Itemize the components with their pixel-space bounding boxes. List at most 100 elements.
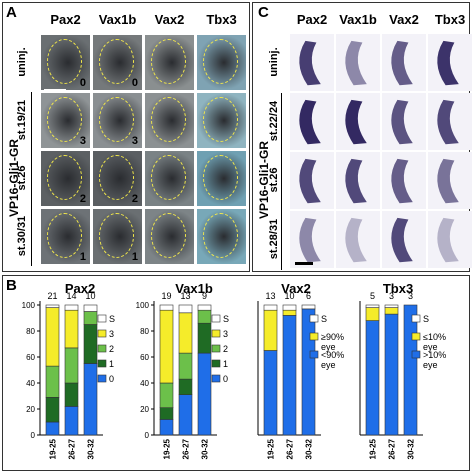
legend-label: S bbox=[423, 314, 429, 324]
stain-signal bbox=[299, 99, 321, 145]
stain-signal bbox=[437, 99, 459, 145]
in-situ-section-image bbox=[428, 34, 472, 91]
sample-count-label: 13 bbox=[265, 291, 275, 301]
y-tick-label: 60 bbox=[26, 353, 35, 362]
panel-a-column-header: Pax2 bbox=[50, 12, 81, 27]
bar-segment bbox=[263, 350, 278, 436]
legend-swatch bbox=[211, 374, 221, 383]
embryo-eye-image: 2 bbox=[92, 150, 143, 207]
eye-outline bbox=[202, 213, 239, 259]
in-situ-section-image bbox=[290, 34, 334, 91]
stained-retina-section bbox=[345, 217, 367, 263]
bar-segment bbox=[159, 382, 174, 409]
bar-segment bbox=[301, 308, 316, 436]
stained-retina-section bbox=[391, 40, 413, 86]
stain-signal bbox=[437, 217, 459, 263]
chart-title: Vax1b bbox=[175, 281, 213, 296]
panel-b-frame bbox=[2, 275, 470, 471]
phenotype-score: 3 bbox=[79, 135, 86, 147]
in-situ-section-image bbox=[290, 211, 334, 268]
y-tick-label: 100 bbox=[22, 301, 36, 310]
chart-title: Pax2 bbox=[65, 281, 95, 296]
legend-swatch bbox=[97, 344, 107, 353]
eye-outline bbox=[150, 155, 187, 201]
in-situ-section-image bbox=[290, 93, 334, 150]
legend-label: >10% bbox=[423, 350, 446, 360]
embryo-eye-image bbox=[196, 208, 247, 265]
phenotype-score: 1 bbox=[79, 251, 86, 263]
x-tick-label: 26-27 bbox=[68, 438, 77, 459]
bar-segment bbox=[178, 304, 193, 314]
phenotype-score: 0 bbox=[79, 77, 86, 89]
bar-segment bbox=[282, 309, 297, 316]
sample-count-label: 5 bbox=[370, 291, 375, 301]
bar-segment bbox=[178, 394, 193, 436]
sample-count-label: 21 bbox=[47, 291, 57, 301]
embryo-eye-image: 1 bbox=[92, 208, 143, 265]
bar-segment bbox=[64, 347, 79, 384]
bar-segment bbox=[384, 313, 399, 436]
eye-outline bbox=[150, 97, 187, 143]
x-tick-label: 19-25 bbox=[267, 438, 276, 459]
legend-label: 3 bbox=[109, 329, 114, 339]
stain-signal bbox=[299, 217, 321, 263]
bar-segment bbox=[197, 304, 212, 311]
embryo-eye-image: 0 bbox=[92, 34, 143, 91]
bar-segment bbox=[178, 378, 193, 395]
eye-outline bbox=[202, 155, 239, 201]
eye-outline bbox=[98, 213, 135, 259]
panel-a-letter: A bbox=[6, 4, 17, 21]
panel-c-group-label: VP16-Gli1-GR bbox=[257, 140, 271, 219]
legend-swatch bbox=[309, 350, 319, 359]
legend-label: 0 bbox=[223, 374, 228, 384]
x-tick-label: 26-27 bbox=[286, 438, 295, 459]
stain-signal bbox=[345, 99, 367, 145]
legend-label: eye bbox=[321, 342, 336, 352]
y-tick-label: 0 bbox=[31, 431, 36, 440]
bar-segment bbox=[159, 407, 174, 420]
legend-label: ≥90% bbox=[321, 332, 344, 342]
panel-c-column-header: Vax1b bbox=[339, 12, 377, 27]
legend-label: eye bbox=[423, 342, 438, 352]
legend-swatch bbox=[411, 314, 421, 323]
panel-b-letter: B bbox=[6, 277, 17, 294]
sample-count-label: 19 bbox=[161, 291, 171, 301]
bar-segment bbox=[178, 312, 193, 354]
legend-label: 0 bbox=[109, 374, 114, 384]
y-tick-label: 60 bbox=[140, 353, 149, 362]
panel-a-column-header: Vax1b bbox=[98, 12, 137, 27]
panel-a-column-header: Tbx3 bbox=[206, 12, 237, 27]
stained-retina-section bbox=[345, 158, 367, 204]
panel-a-row-label: uninj. bbox=[16, 46, 28, 77]
in-situ-section-image bbox=[382, 34, 426, 91]
scale-bar bbox=[44, 89, 66, 91]
in-situ-section-image bbox=[428, 93, 472, 150]
eye-outline bbox=[150, 213, 187, 259]
stained-retina-section bbox=[299, 40, 321, 86]
bar-segment bbox=[159, 304, 174, 311]
sample-count-label: 6 bbox=[306, 291, 311, 301]
stain-signal bbox=[299, 40, 321, 86]
legend-swatch bbox=[211, 359, 221, 368]
in-situ-section-image bbox=[336, 152, 380, 209]
legend-swatch bbox=[211, 344, 221, 353]
stain-signal bbox=[391, 217, 413, 263]
x-tick-label: 26-27 bbox=[388, 438, 397, 459]
stain-signal bbox=[299, 158, 321, 204]
stained-retina-section bbox=[437, 158, 459, 204]
embryo-eye-image: 2 bbox=[40, 150, 91, 207]
embryo-eye-image: 0 bbox=[40, 34, 91, 91]
y-tick-label: 100 bbox=[136, 301, 150, 310]
x-tick-label: 19-25 bbox=[163, 438, 172, 459]
panel-c-row-label: uninj. bbox=[268, 46, 280, 77]
in-situ-section-image bbox=[382, 211, 426, 268]
in-situ-section-image bbox=[336, 211, 380, 268]
panel-c-column-header: Vax2 bbox=[389, 12, 419, 27]
in-situ-section-image bbox=[336, 93, 380, 150]
in-situ-section-image bbox=[428, 211, 472, 268]
stained-retina-section bbox=[299, 217, 321, 263]
eye-outline bbox=[150, 39, 187, 85]
phenotype-score: 0 bbox=[131, 77, 138, 89]
sample-count-label: 9 bbox=[202, 291, 207, 301]
x-tick-label: 30-32 bbox=[407, 438, 416, 459]
